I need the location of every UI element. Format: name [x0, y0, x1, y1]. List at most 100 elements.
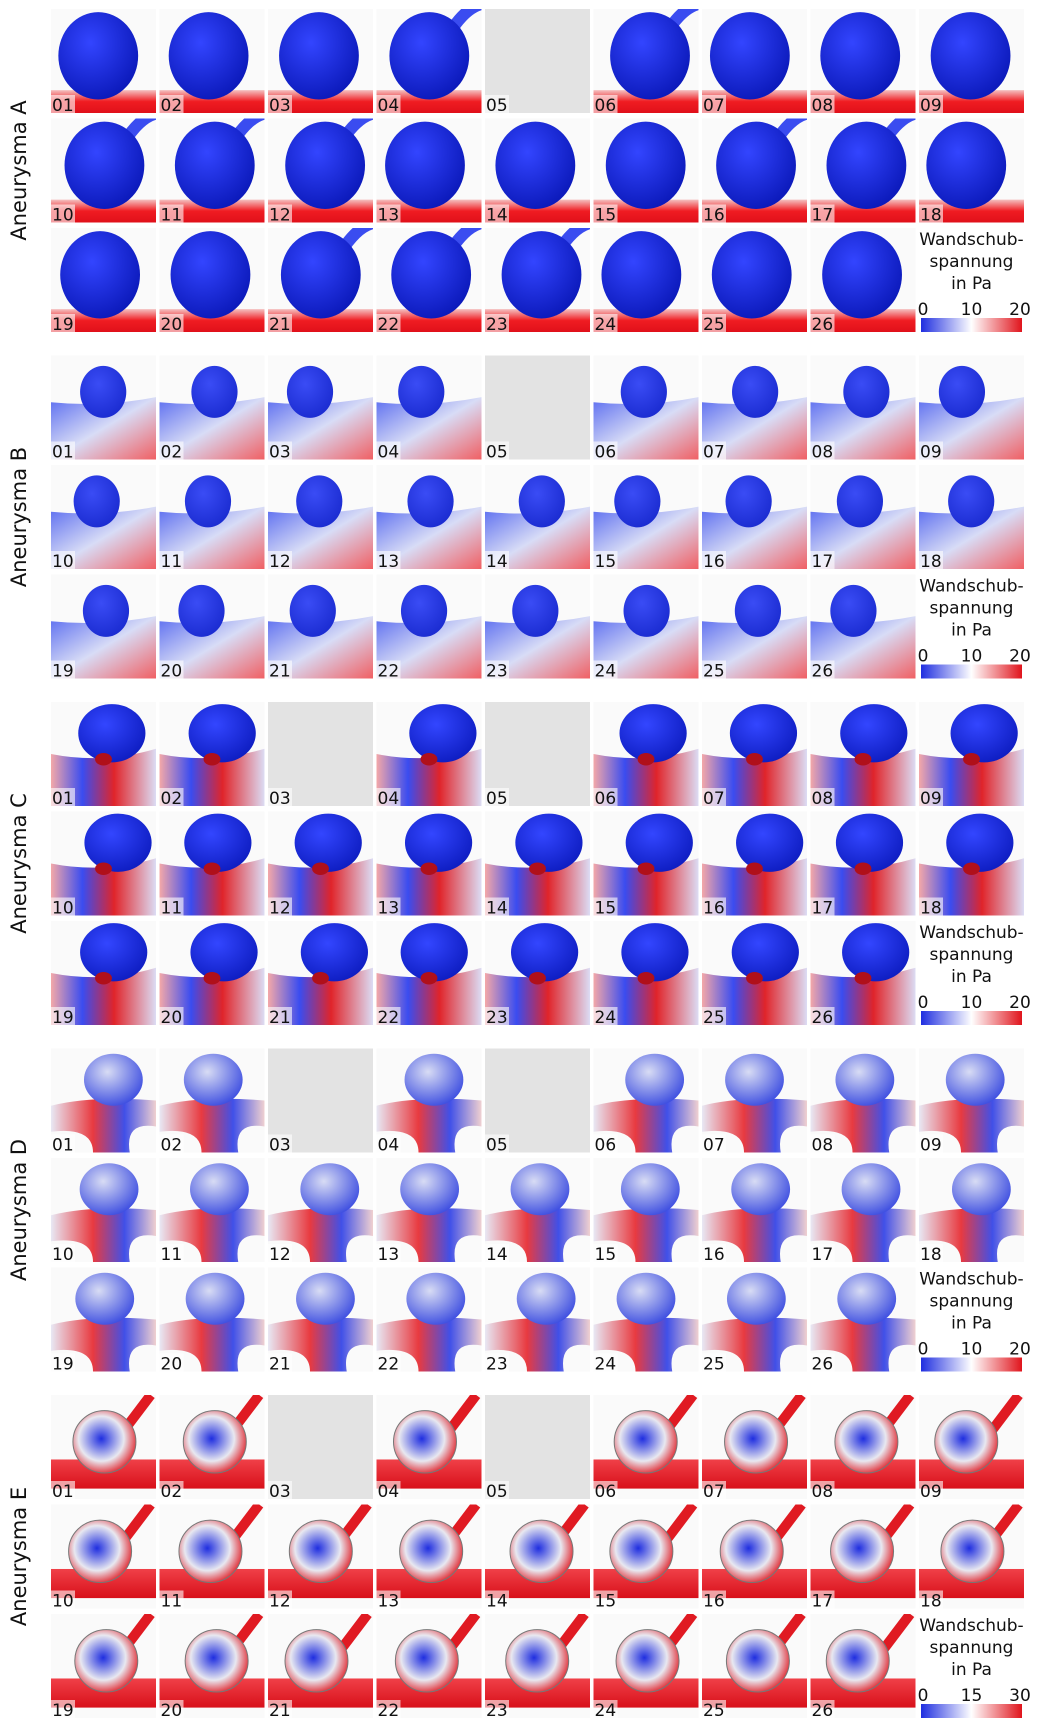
tile: 24 [593, 921, 699, 1028]
dome [621, 923, 689, 982]
tile-label-bg [593, 1590, 618, 1609]
tile-render [810, 228, 916, 332]
tile-label: 21 [269, 315, 291, 335]
legend-title: in Pa [951, 274, 992, 294]
dome [80, 365, 127, 418]
neck [203, 752, 221, 766]
dome [509, 1519, 574, 1584]
tile-label: 07 [703, 789, 725, 809]
tile: 14 [485, 1158, 590, 1265]
neck [637, 752, 655, 766]
tile-label: 09 [920, 1482, 942, 1502]
tile-label: 17 [812, 552, 834, 572]
vessel [593, 199, 699, 223]
tile: 26 [810, 574, 916, 682]
tile-label: 24 [595, 1355, 617, 1375]
dome [398, 365, 445, 418]
tile-label: 15 [595, 899, 617, 919]
tile-label-bg [919, 897, 943, 916]
dome [505, 1629, 570, 1693]
tile: 02 [159, 1048, 265, 1156]
legend-title: spannung [930, 252, 1014, 272]
dome [826, 121, 907, 209]
tile-label: 07 [703, 96, 725, 116]
vessel [919, 748, 1024, 806]
neck [95, 862, 112, 875]
legend-title: Wandschub- [919, 1616, 1023, 1636]
tile-label-bg [376, 1134, 401, 1153]
tile-label: 17 [812, 1245, 834, 1265]
neck [95, 971, 112, 985]
tile: 21 [268, 574, 373, 682]
tile-label: 11 [161, 1245, 183, 1265]
dome [516, 1272, 576, 1325]
vessel [268, 199, 373, 223]
dome [620, 365, 667, 418]
tile-render [159, 921, 265, 1025]
neck [637, 971, 655, 985]
tile: 04 [376, 1395, 482, 1502]
tile: 07 [702, 1048, 807, 1156]
tile-label-bg [51, 551, 75, 569]
tile: 10 [51, 465, 156, 572]
dome [620, 1163, 680, 1216]
tile-label: 24 [595, 1008, 617, 1028]
tile-label-bg [919, 551, 943, 569]
tile-label-bg [159, 788, 184, 806]
tile-label: 18 [920, 1592, 942, 1612]
tile-label: 22 [378, 315, 400, 335]
tile-render [919, 1158, 1024, 1262]
vessel [702, 748, 807, 806]
tile: 20 [159, 921, 265, 1028]
tile-label: 02 [161, 789, 183, 809]
tile-label-bg [159, 204, 184, 223]
tile-label-bg [159, 314, 184, 332]
tile-label: 08 [812, 96, 834, 116]
tile-render [51, 811, 156, 916]
tile-label-bg [159, 660, 184, 679]
tile-label-bg [702, 551, 726, 569]
neck [203, 971, 221, 985]
dome [406, 1272, 466, 1325]
tile-label-bg [810, 788, 835, 806]
tile-label-bg [268, 314, 292, 332]
tile: 09 [919, 1395, 1024, 1502]
tile: 14 [485, 811, 590, 919]
dome [709, 12, 790, 100]
tile-render [810, 9, 916, 113]
tile-label-bg [376, 1244, 401, 1262]
tile: 05 [485, 702, 590, 809]
tile-label: 02 [161, 1482, 183, 1502]
dome [184, 475, 232, 528]
tile: 12 [268, 811, 373, 919]
tile-label: 09 [920, 443, 942, 463]
tile: 17 [810, 1504, 916, 1612]
tile-label-bg [485, 788, 509, 806]
tile: 01 [51, 1048, 156, 1156]
dome [73, 475, 120, 528]
dome [294, 813, 362, 872]
tile: 18 [919, 811, 1024, 919]
tile: 22 [376, 228, 482, 335]
tile: 04 [376, 1048, 482, 1156]
vessel [810, 616, 916, 679]
tile: 19 [51, 921, 156, 1028]
tile-label-bg [919, 1134, 943, 1153]
vessel [159, 616, 265, 679]
tile-render [593, 1158, 699, 1262]
vessel [268, 1317, 373, 1372]
tile-label: 11 [161, 899, 183, 919]
colorbar-tick-label: 20 [1009, 647, 1031, 667]
legend-title: Wandschub- [919, 1270, 1023, 1290]
tile: 10 [51, 811, 156, 919]
colorbar [921, 664, 1022, 679]
vessel [702, 506, 807, 569]
tile: 23 [485, 921, 590, 1028]
vessel [702, 1208, 807, 1262]
tile-label-bg [810, 441, 835, 460]
dome [300, 1163, 360, 1216]
tile: 13 [376, 811, 482, 919]
tile-render [593, 9, 699, 113]
dome [389, 12, 470, 100]
neck [95, 752, 112, 766]
